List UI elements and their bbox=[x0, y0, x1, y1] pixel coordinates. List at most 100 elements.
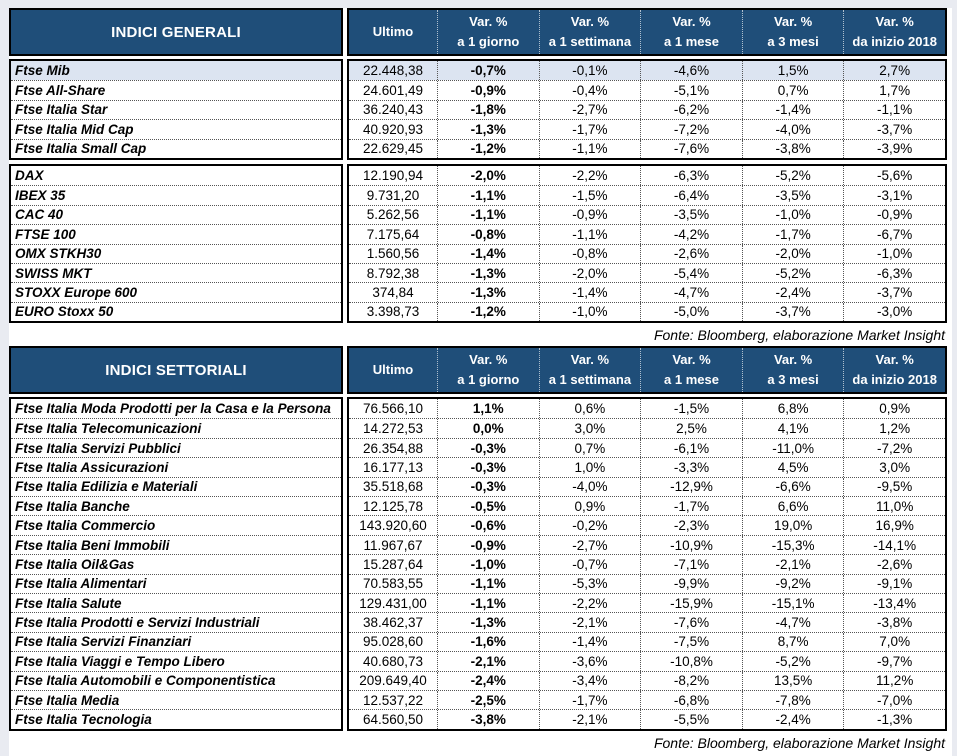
cell-var-1: -0,9% bbox=[437, 81, 539, 100]
row-label: DAX bbox=[15, 168, 44, 184]
cell-var-4: -9,2% bbox=[741, 574, 844, 593]
cell-var-4: 6,6% bbox=[741, 497, 844, 516]
cell-ultimo: 12.125,78 bbox=[362, 498, 424, 514]
cell-var-3: -5,4% bbox=[640, 263, 742, 283]
row-label: Ftse Italia Oil&Gas bbox=[11, 554, 341, 573]
cell-var-2: -0,2% bbox=[538, 516, 641, 535]
cell-ultimo: 26.354,88 bbox=[362, 440, 424, 456]
cell-ultimo: 12.190,94 bbox=[362, 168, 424, 184]
cell-ultimo: 3.398,73 bbox=[366, 304, 420, 320]
cell-var-5: -1,0% bbox=[843, 244, 945, 263]
cell-var-4: 4,1% bbox=[741, 419, 844, 438]
cell-var-1: -2,1% bbox=[437, 652, 539, 671]
cell-var-5: 1,7% bbox=[843, 81, 945, 100]
cell-ultimo: 36.240,43 bbox=[362, 102, 424, 118]
cell-var-5: -3,7% bbox=[843, 283, 945, 302]
indici-settoriali-header: INDICI SETTORIALI Ultimo Var. % a 1 giorno… bbox=[9, 346, 952, 395]
cell-var-5: 7,0% bbox=[843, 632, 945, 652]
cell-var-3: -9,9% bbox=[640, 574, 742, 593]
cell-ultimo: 64.560,50 bbox=[362, 712, 424, 728]
table-row-values: 70.583,55 -1,1% -5,3% -9,9% -9,2% -9,1% bbox=[349, 573, 945, 593]
cell-var-2: -0,4% bbox=[538, 81, 641, 100]
cell-var-2: -1,4% bbox=[538, 632, 641, 652]
cell-var-5: 3,0% bbox=[843, 458, 945, 477]
cell-var-3: -6,2% bbox=[640, 100, 742, 120]
cell-var-5: -3,8% bbox=[843, 613, 945, 632]
cell-var-1: -1,1% bbox=[437, 205, 539, 225]
cell-var-4: -1,0% bbox=[741, 205, 844, 225]
cell-var-3: -4,7% bbox=[640, 283, 742, 302]
cell-var-4: -5,2% bbox=[741, 652, 844, 671]
table-row-values: 7.175,64 -0,8% -1,1% -4,2% -1,7% -6,7% bbox=[349, 224, 945, 244]
cell-ultimo: 1.560,56 bbox=[366, 246, 420, 262]
indici-generali-header: INDICI GENERALI Ultimo Var. % a 1 giorno Va… bbox=[9, 8, 952, 56]
cell-var-3: -7,6% bbox=[640, 139, 742, 158]
table-row-values: 11.967,67 -0,9% -2,7% -10,9% -15,3% -14,1% bbox=[349, 534, 945, 555]
cell-var-3: -3,5% bbox=[640, 205, 742, 225]
source-note: Fonte: Bloomberg, elaborazione Market In… bbox=[653, 734, 945, 751]
row-label: Ftse Italia Edilizia e Materiali bbox=[11, 476, 341, 496]
row-label: CAC 40 bbox=[11, 204, 341, 224]
row-label: Ftse Italia Tecnologia bbox=[11, 709, 341, 728]
cell-var-2: -2,7% bbox=[538, 535, 641, 555]
source-note: Fonte: Bloomberg, elaborazione Market In… bbox=[653, 327, 945, 344]
cell-var-1: -0,8% bbox=[437, 225, 539, 244]
table-row-values: 15.287,64 -1,0% -0,7% -7,1% -2,1% -2,6% bbox=[349, 554, 945, 574]
cell-var-1: -1,2% bbox=[437, 139, 539, 158]
table-row-values: 143.920,60 -0,6% -0,2% -2,3% 19,0% 16,9% bbox=[349, 515, 945, 535]
cell-var-1: -0,3% bbox=[437, 438, 539, 458]
row-label: Ftse Italia Alimentari bbox=[11, 573, 341, 593]
cell-var-2: 0,6% bbox=[538, 399, 641, 419]
row-label: SWISS MKT bbox=[11, 262, 341, 282]
cell-ultimo: 22.448,38 bbox=[362, 63, 424, 79]
cell-var-3: -10,8% bbox=[640, 652, 742, 671]
cell-var-2: 1,0% bbox=[538, 458, 641, 477]
cell-var-4: -3,7% bbox=[741, 302, 844, 322]
cell-var-2: -0,9% bbox=[538, 205, 641, 225]
index-name-column: DAX IBEX 35 CAC 40 FTSE 100 OMX STKH30 SWISS … bbox=[9, 163, 343, 324]
row-label: OMX STKH30 bbox=[11, 243, 341, 263]
cell-ultimo: 16.177,13 bbox=[362, 459, 424, 475]
cell-ultimo: 9.731,20 bbox=[366, 188, 420, 204]
cell-var-5: -0,9% bbox=[843, 205, 945, 225]
cell-var-4: -6,6% bbox=[741, 477, 844, 497]
cell-ultimo: 40.680,73 bbox=[362, 653, 424, 669]
cell-ultimo: 12.537,22 bbox=[362, 692, 424, 708]
cell-var-4: 0,7% bbox=[741, 81, 844, 100]
table-row-values: 95.028,60 -1,6% -1,4% -7,5% 8,7% 7,0% bbox=[349, 631, 945, 652]
cell-var-2: -3,6% bbox=[538, 652, 641, 671]
cell-var-1: 1,1% bbox=[437, 399, 539, 419]
cell-var-4: 4,5% bbox=[741, 458, 844, 477]
european-indices-group: DAX IBEX 35 CAC 40 FTSE 100 OMX STKH30 SWISS … bbox=[9, 163, 952, 324]
table-row-values: 14.272,53 0,0% 3,0% 2,5% 4,1% 1,2% bbox=[349, 418, 945, 438]
cell-var-4: -2,0% bbox=[741, 244, 844, 263]
cell-var-1: -0,9% bbox=[437, 535, 539, 555]
cell-var-1: -1,3% bbox=[437, 263, 539, 283]
cell-var-5: -3,0% bbox=[843, 302, 945, 322]
table-row-values: 22.448,38 -0,7% -0,1% -4,6% 1,5% 2,7% bbox=[349, 61, 945, 81]
cell-var-2: -1,1% bbox=[538, 139, 641, 158]
table-title-indici-generali: INDICI GENERALI bbox=[9, 8, 343, 56]
row-label: Ftse Italia Mid Cap bbox=[11, 119, 341, 138]
table-row-values: 12.125,78 -0,5% 0,9% -1,7% 6,6% 11,0% bbox=[349, 496, 945, 516]
cell-var-3: -4,6% bbox=[640, 61, 742, 81]
cell-var-5: -3,9% bbox=[843, 139, 945, 158]
cell-var-5: -13,4% bbox=[843, 593, 945, 613]
row-label: STOXX Europe 600 bbox=[11, 282, 341, 301]
row-label: Ftse Mib bbox=[11, 61, 341, 81]
table-row-values: 24.601,49 -0,9% -0,4% -5,1% 0,7% 1,7% bbox=[349, 80, 945, 100]
row-label: Ftse Italia Servizi Finanziari bbox=[11, 631, 341, 651]
cell-var-1: 0,0% bbox=[437, 419, 539, 438]
cell-var-3: -7,5% bbox=[640, 632, 742, 652]
table-row-values: 40.680,73 -2,1% -3,6% -10,8% -5,2% -9,7% bbox=[349, 651, 945, 671]
cell-ultimo: 5.262,56 bbox=[366, 207, 420, 223]
cell-var-2: -1,0% bbox=[538, 302, 641, 322]
index-value-columns: 76.566,10 1,1% 0,6% -1,5% 6,8% 0,9% 14.272,53 0… bbox=[347, 397, 947, 731]
cell-var-3: -5,5% bbox=[640, 710, 742, 729]
cell-var-1: -0,3% bbox=[437, 458, 539, 477]
cell-ultimo: 35.518,68 bbox=[362, 479, 424, 495]
cell-var-5: 2,7% bbox=[843, 61, 945, 81]
cell-var-2: 0,9% bbox=[538, 497, 641, 516]
cell-ultimo: 38.462,37 bbox=[362, 615, 424, 631]
